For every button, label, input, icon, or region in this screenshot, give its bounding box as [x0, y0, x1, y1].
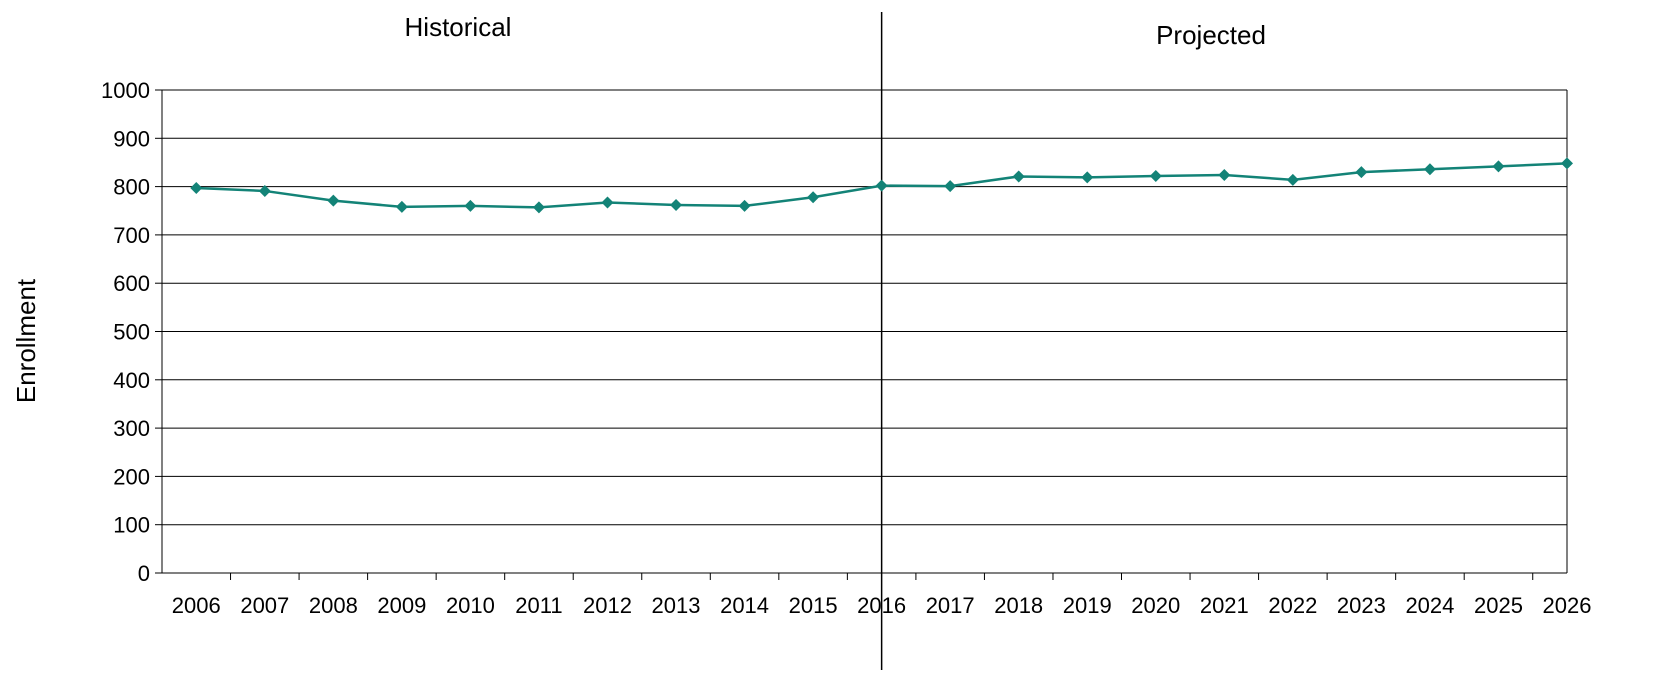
y-tick-label: 600	[113, 271, 150, 296]
data-point	[1561, 157, 1573, 170]
x-tick-label: 2022	[1268, 593, 1317, 618]
x-tick-label: 2014	[720, 593, 769, 618]
x-tick-label: 2021	[1200, 593, 1249, 618]
data-point	[464, 199, 477, 212]
data-point	[327, 194, 340, 207]
tick-labels: 0 100 200 300 400 500 600 700 800 900 1000 2006 2007…	[101, 78, 1591, 618]
x-tick-label: 2023	[1337, 593, 1386, 618]
annotation-projected: Projected	[1156, 20, 1266, 50]
x-tick-label: 2017	[926, 593, 975, 618]
y-axis-label: Enrollment	[11, 278, 41, 403]
annotation-historical: Historical	[405, 12, 512, 42]
x-tick-label: 2018	[994, 593, 1043, 618]
y-tick-label: 0	[138, 561, 150, 586]
data-point	[738, 199, 751, 212]
axes	[155, 89, 1568, 580]
y-tick-label: 1000	[101, 78, 150, 103]
y-tick-label: 100	[113, 513, 150, 538]
x-tick-label: 2025	[1474, 593, 1523, 618]
x-tick-label: 2012	[583, 593, 632, 618]
x-tick-label: 2010	[446, 593, 495, 618]
series-layer	[190, 157, 1573, 214]
y-tick-label: 800	[113, 175, 150, 200]
y-tick-label: 500	[113, 320, 150, 345]
data-point	[1286, 173, 1299, 186]
data-point	[1012, 170, 1025, 183]
data-point	[258, 184, 271, 197]
data-point	[1218, 169, 1231, 182]
data-point	[1149, 169, 1162, 182]
data-point	[1492, 160, 1505, 173]
data-point	[1081, 171, 1094, 184]
x-tick-label: 2026	[1543, 593, 1592, 618]
data-point	[532, 201, 545, 214]
x-tick-label: 2016	[857, 593, 906, 618]
y-tick-label: 900	[113, 126, 150, 151]
x-tick-label: 2006	[172, 593, 221, 618]
x-tick-label: 2007	[240, 593, 289, 618]
data-point	[807, 191, 820, 204]
data-point	[875, 179, 888, 192]
y-tick-label: 400	[113, 368, 150, 393]
x-tick-label: 2020	[1131, 593, 1180, 618]
y-tick-label: 700	[113, 223, 150, 248]
data-point	[670, 198, 683, 211]
data-point	[190, 182, 203, 195]
x-tick-label: 2008	[309, 593, 358, 618]
x-tick-label: 2024	[1405, 593, 1454, 618]
y-tick-label: 300	[113, 416, 150, 441]
x-tick-label: 2019	[1063, 593, 1112, 618]
x-tick-label: 2011	[515, 593, 562, 618]
grid-lines	[162, 89, 1567, 526]
data-point	[1355, 166, 1368, 179]
data-point	[601, 196, 614, 209]
x-tick-label: 2009	[377, 593, 426, 618]
x-tick-label: 2015	[789, 593, 838, 618]
data-point	[944, 180, 957, 193]
y-tick-label: 200	[113, 464, 150, 489]
data-point	[1423, 163, 1436, 176]
x-tick-label: 2013	[652, 593, 701, 618]
data-point	[395, 200, 408, 213]
